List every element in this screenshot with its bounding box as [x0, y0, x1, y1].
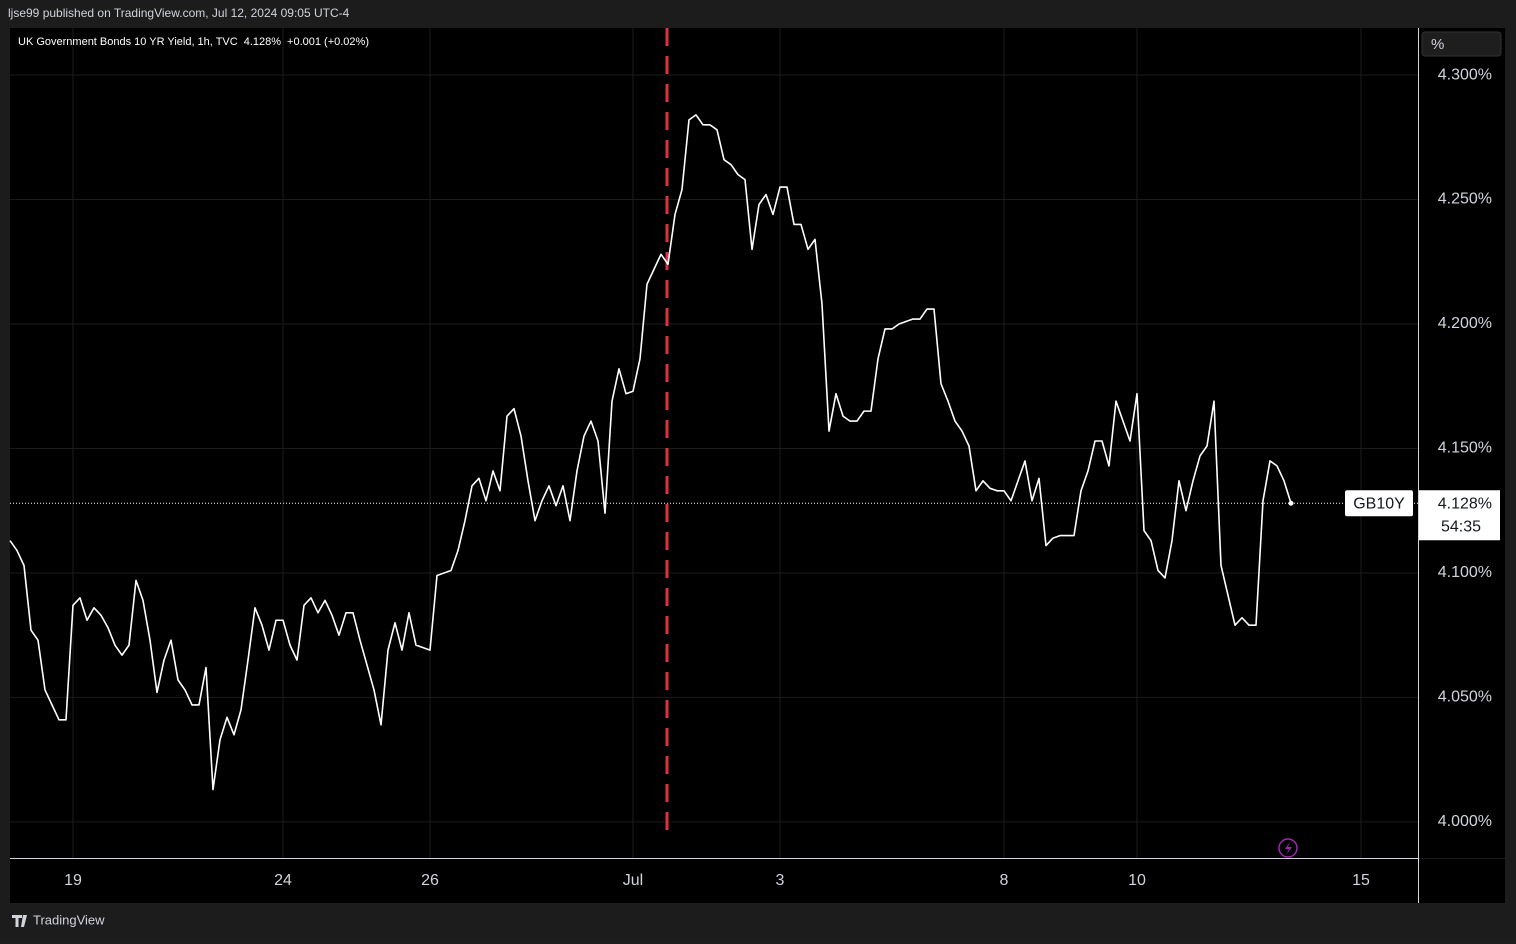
footer-logo: [12, 915, 27, 927]
x-tick-label: 15: [1352, 872, 1370, 889]
legend-title: UK Government Bonds 10 YR Yield, 1h, TVC: [18, 36, 238, 48]
legend-change: +0.001 (+0.02%): [287, 36, 369, 48]
header: ljse99 published on TradingView.com, Jul…: [8, 6, 350, 20]
legend-value: 4.128%: [244, 36, 282, 48]
symbol-tag: [1345, 490, 1413, 517]
y-tick-label: 4.100%: [1438, 564, 1492, 581]
y-tick-label: 4.300%: [1438, 66, 1492, 83]
y-axis-panel: [1418, 28, 1505, 858]
price-line: [9, 114, 1292, 791]
x-tick-label: 24: [274, 872, 292, 889]
unit-button[interactable]: [1421, 31, 1502, 57]
y-unit[interactable]: %: [1431, 36, 1444, 53]
last-point: [1288, 500, 1294, 506]
y-tick-label: 4.250%: [1438, 191, 1492, 208]
x-axis-panel: [10, 859, 1505, 903]
lightning-bolt: [1285, 842, 1292, 855]
lightning-icon[interactable]: [1278, 838, 1298, 858]
footer-brand: TradingView: [33, 912, 105, 927]
x-tick-label: 3: [776, 872, 785, 889]
x-tick-label: 8: [1000, 872, 1009, 889]
y-tick-label: 4.200%: [1438, 315, 1492, 332]
x-tick-label: 26: [421, 872, 439, 889]
legend: UK Government Bonds 10 YR Yield, 1h, TVC…: [18, 36, 369, 48]
x-tick-label: Jul: [623, 872, 643, 889]
y-tick-label: 4.150%: [1438, 440, 1492, 457]
price-tag: [1419, 490, 1500, 541]
price-tag-value: 4.128%: [1438, 495, 1492, 512]
countdown: 54:35: [1441, 518, 1481, 535]
plot-area: [10, 28, 1418, 858]
x-tick-label: 10: [1128, 872, 1146, 889]
y-tick-label: 4.000%: [1438, 813, 1492, 830]
x-tick-label: 19: [64, 872, 82, 889]
y-tick-label: 4.050%: [1438, 689, 1492, 706]
marks: [9, 114, 1418, 791]
symbol-label: GB10Y: [1353, 495, 1405, 512]
grid: [10, 28, 1418, 858]
